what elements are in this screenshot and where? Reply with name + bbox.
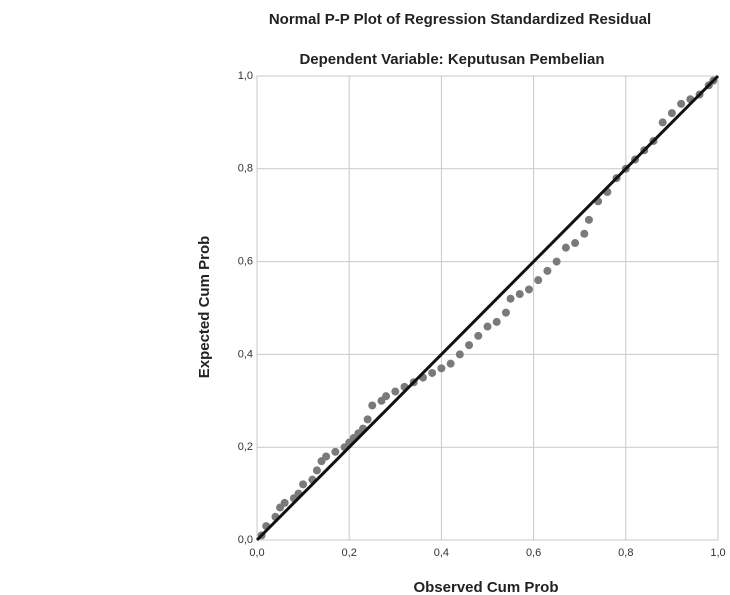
point: [474, 331, 483, 340]
point: [677, 99, 686, 108]
reference-line: [255, 74, 720, 542]
point: [501, 308, 510, 317]
point: [331, 447, 340, 456]
point: [363, 415, 372, 424]
x-tick-label: 0,8: [618, 547, 633, 559]
y-tick-label: 0,8: [238, 163, 253, 175]
y-tick-label: 0,6: [238, 256, 253, 268]
point: [446, 359, 455, 368]
x-tick-label: 0,6: [526, 547, 541, 559]
point: [437, 364, 446, 373]
chart-subtitle: Dependent Variable: Keputusan Pembelian: [299, 51, 604, 68]
x-tick-label: 0,4: [434, 547, 449, 559]
point: [580, 229, 589, 238]
point: [382, 392, 391, 401]
point: [368, 401, 377, 410]
point: [552, 257, 561, 266]
y-tick-label: 1,0: [238, 70, 253, 82]
point: [312, 466, 321, 475]
point: [543, 266, 552, 275]
point: [534, 276, 543, 285]
x-tick-label: 1,0: [710, 547, 725, 559]
point: [428, 368, 437, 377]
x-axis-title: Observed Cum Prob: [413, 579, 558, 595]
point: [658, 118, 667, 127]
y-tick-label: 0,4: [238, 348, 253, 360]
point: [483, 322, 492, 331]
point: [524, 285, 533, 294]
point: [515, 290, 524, 299]
point: [280, 498, 289, 507]
point: [465, 341, 474, 350]
point: [455, 350, 464, 359]
point: [391, 387, 400, 396]
point: [299, 480, 308, 489]
point: [492, 317, 501, 326]
point: [667, 109, 676, 118]
point: [584, 215, 593, 224]
point: [322, 452, 331, 461]
y-tick-label: 0,0: [238, 534, 253, 546]
point: [506, 294, 515, 303]
point: [561, 243, 570, 252]
y-tick-label: 0,2: [238, 441, 253, 453]
x-tick-label: 0,2: [342, 547, 357, 559]
chart-title: Normal P-P Plot of Regression Standardiz…: [269, 11, 651, 28]
x-tick-label: 0,0: [249, 547, 264, 559]
y-axis-title: Expected Cum Prob: [196, 236, 213, 379]
point: [571, 239, 580, 248]
